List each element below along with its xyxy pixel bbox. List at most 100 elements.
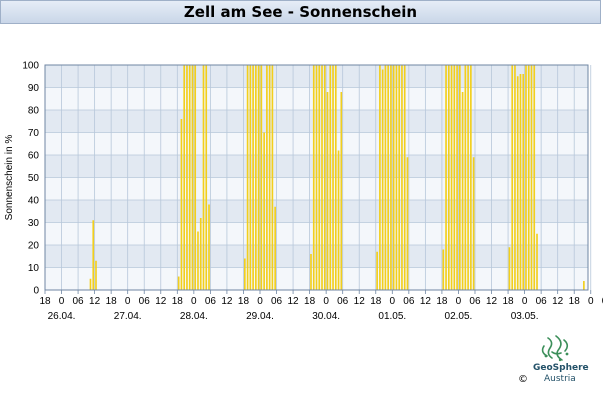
x-tick-label: 12	[486, 296, 498, 307]
sunshine-bar	[398, 65, 401, 290]
date-label: 29.04.	[246, 311, 274, 322]
sunshine-bar	[447, 65, 450, 290]
sunshine-bar	[188, 65, 191, 290]
y-tick-label: 0	[33, 286, 39, 297]
date-label: 28.04.	[180, 311, 208, 322]
sunshine-bar	[268, 65, 271, 290]
y-ticks: 0 10 20 30 40 50 60 70 80 90 100	[22, 61, 39, 297]
sunshine-bar	[191, 65, 194, 290]
sunshine-bar	[337, 150, 340, 290]
x-tick-label: 06	[73, 296, 85, 307]
sunshine-bar	[271, 65, 274, 290]
y-tick-label: 80	[28, 106, 40, 117]
date-label: 26.04.	[48, 311, 76, 322]
sunshine-bar	[249, 65, 252, 290]
sunshine-bar	[511, 65, 514, 290]
sunshine-bar	[194, 65, 197, 290]
sunshine-bar	[260, 65, 263, 290]
sunshine-bar	[263, 132, 265, 290]
sunshine-bar	[321, 65, 323, 290]
x-tick-label: 0	[191, 296, 197, 307]
sunshine-bar	[95, 260, 97, 290]
sunshine-bar	[183, 65, 186, 290]
y-tick-label: 40	[28, 196, 40, 207]
sunshine-bar	[381, 69, 384, 290]
x-tick-label: 18	[106, 296, 118, 307]
sunshine-bar	[456, 65, 458, 290]
x-tick-label: 12	[552, 296, 564, 307]
x-tick-label: 0	[59, 296, 65, 307]
sunshine-bar	[387, 65, 389, 290]
sunshine-bar	[197, 231, 199, 290]
sunshine-bar	[199, 218, 202, 290]
sunshine-bar	[332, 65, 334, 290]
x-tick-label: 18	[39, 296, 51, 307]
x-tick-label: 18	[370, 296, 382, 307]
sunshine-bar	[255, 65, 257, 290]
sunshine-bar	[508, 247, 511, 290]
sunshine-bar	[340, 92, 343, 290]
sunshine-bar	[467, 65, 469, 290]
sunshine-bar	[522, 74, 525, 290]
sunshine-bar	[244, 258, 246, 290]
sunshine-bar	[252, 65, 254, 290]
brand-name: GeoSphere	[533, 363, 589, 373]
x-tick-label: 0	[456, 296, 462, 307]
sunshine-bar	[392, 65, 395, 290]
date-label: 02.05.	[445, 311, 473, 322]
x-tick-label: 06	[271, 296, 283, 307]
y-tick-label: 10	[28, 263, 40, 274]
sunshine-bar	[527, 65, 530, 290]
sunshine-bar	[384, 65, 387, 290]
sunshine-bar	[583, 281, 585, 290]
sunshine-bar	[329, 65, 332, 290]
x-tick-label: 12	[354, 296, 366, 307]
x-tick-label: 06	[469, 296, 481, 307]
x-tick-label: 12	[420, 296, 432, 307]
x-tick-label: 0	[125, 296, 131, 307]
bars	[89, 65, 585, 290]
sunshine-bar	[334, 65, 337, 290]
sunshine-bar	[464, 65, 467, 290]
sunshine-bar	[208, 204, 210, 290]
x-tick-label: 06	[337, 296, 349, 307]
x-tick-label: 12	[288, 296, 300, 307]
sunshine-bar	[186, 65, 188, 290]
sunshine-bar	[390, 65, 392, 290]
x-tick-label: 18	[436, 296, 448, 307]
sunshine-bar	[376, 251, 378, 290]
sunshine-bar	[514, 65, 516, 290]
sunshine-bar	[318, 65, 321, 290]
x-tick-label: 0	[588, 296, 594, 307]
y-tick-label: 60	[28, 151, 40, 162]
x-ticks: 18 0 06 12 18 0 06 12 18 0 06 12 18 0 06 12 18 0 06 12 18 0 06…	[39, 296, 603, 322]
geosphere-logo-icon	[541, 335, 569, 362]
sunshine-bar	[312, 65, 315, 290]
sunshine-bar	[202, 65, 205, 290]
x-tick-label: 18	[503, 296, 515, 307]
date-label: 03.05.	[511, 311, 539, 322]
sunshine-bar	[326, 92, 329, 290]
x-tick-label: 18	[238, 296, 250, 307]
sunshine-bar	[401, 65, 403, 290]
sunshine-bar	[246, 65, 249, 290]
x-tick-label: 0	[257, 296, 263, 307]
sunshine-bar	[516, 76, 519, 290]
x-tick-label: 06	[403, 296, 415, 307]
x-tick-label: 06	[139, 296, 151, 307]
sunshine-bar	[461, 92, 464, 290]
y-tick-label: 50	[28, 173, 40, 184]
sunshine-bar	[533, 65, 536, 290]
sunshine-bar	[470, 65, 472, 290]
sunshine-bar	[453, 65, 456, 290]
sunshine-bar	[92, 220, 95, 290]
x-tick-label: 12	[89, 296, 101, 307]
chart-title: Zell am See - Sonnenschein	[183, 3, 418, 21]
sunshine-bar	[315, 65, 318, 290]
x-tick-label: 0	[323, 296, 329, 307]
sunshine-bar	[445, 65, 447, 290]
x-tick-label: 06	[205, 296, 217, 307]
sunshine-bar	[525, 65, 527, 290]
sunshine-bar	[403, 65, 406, 290]
